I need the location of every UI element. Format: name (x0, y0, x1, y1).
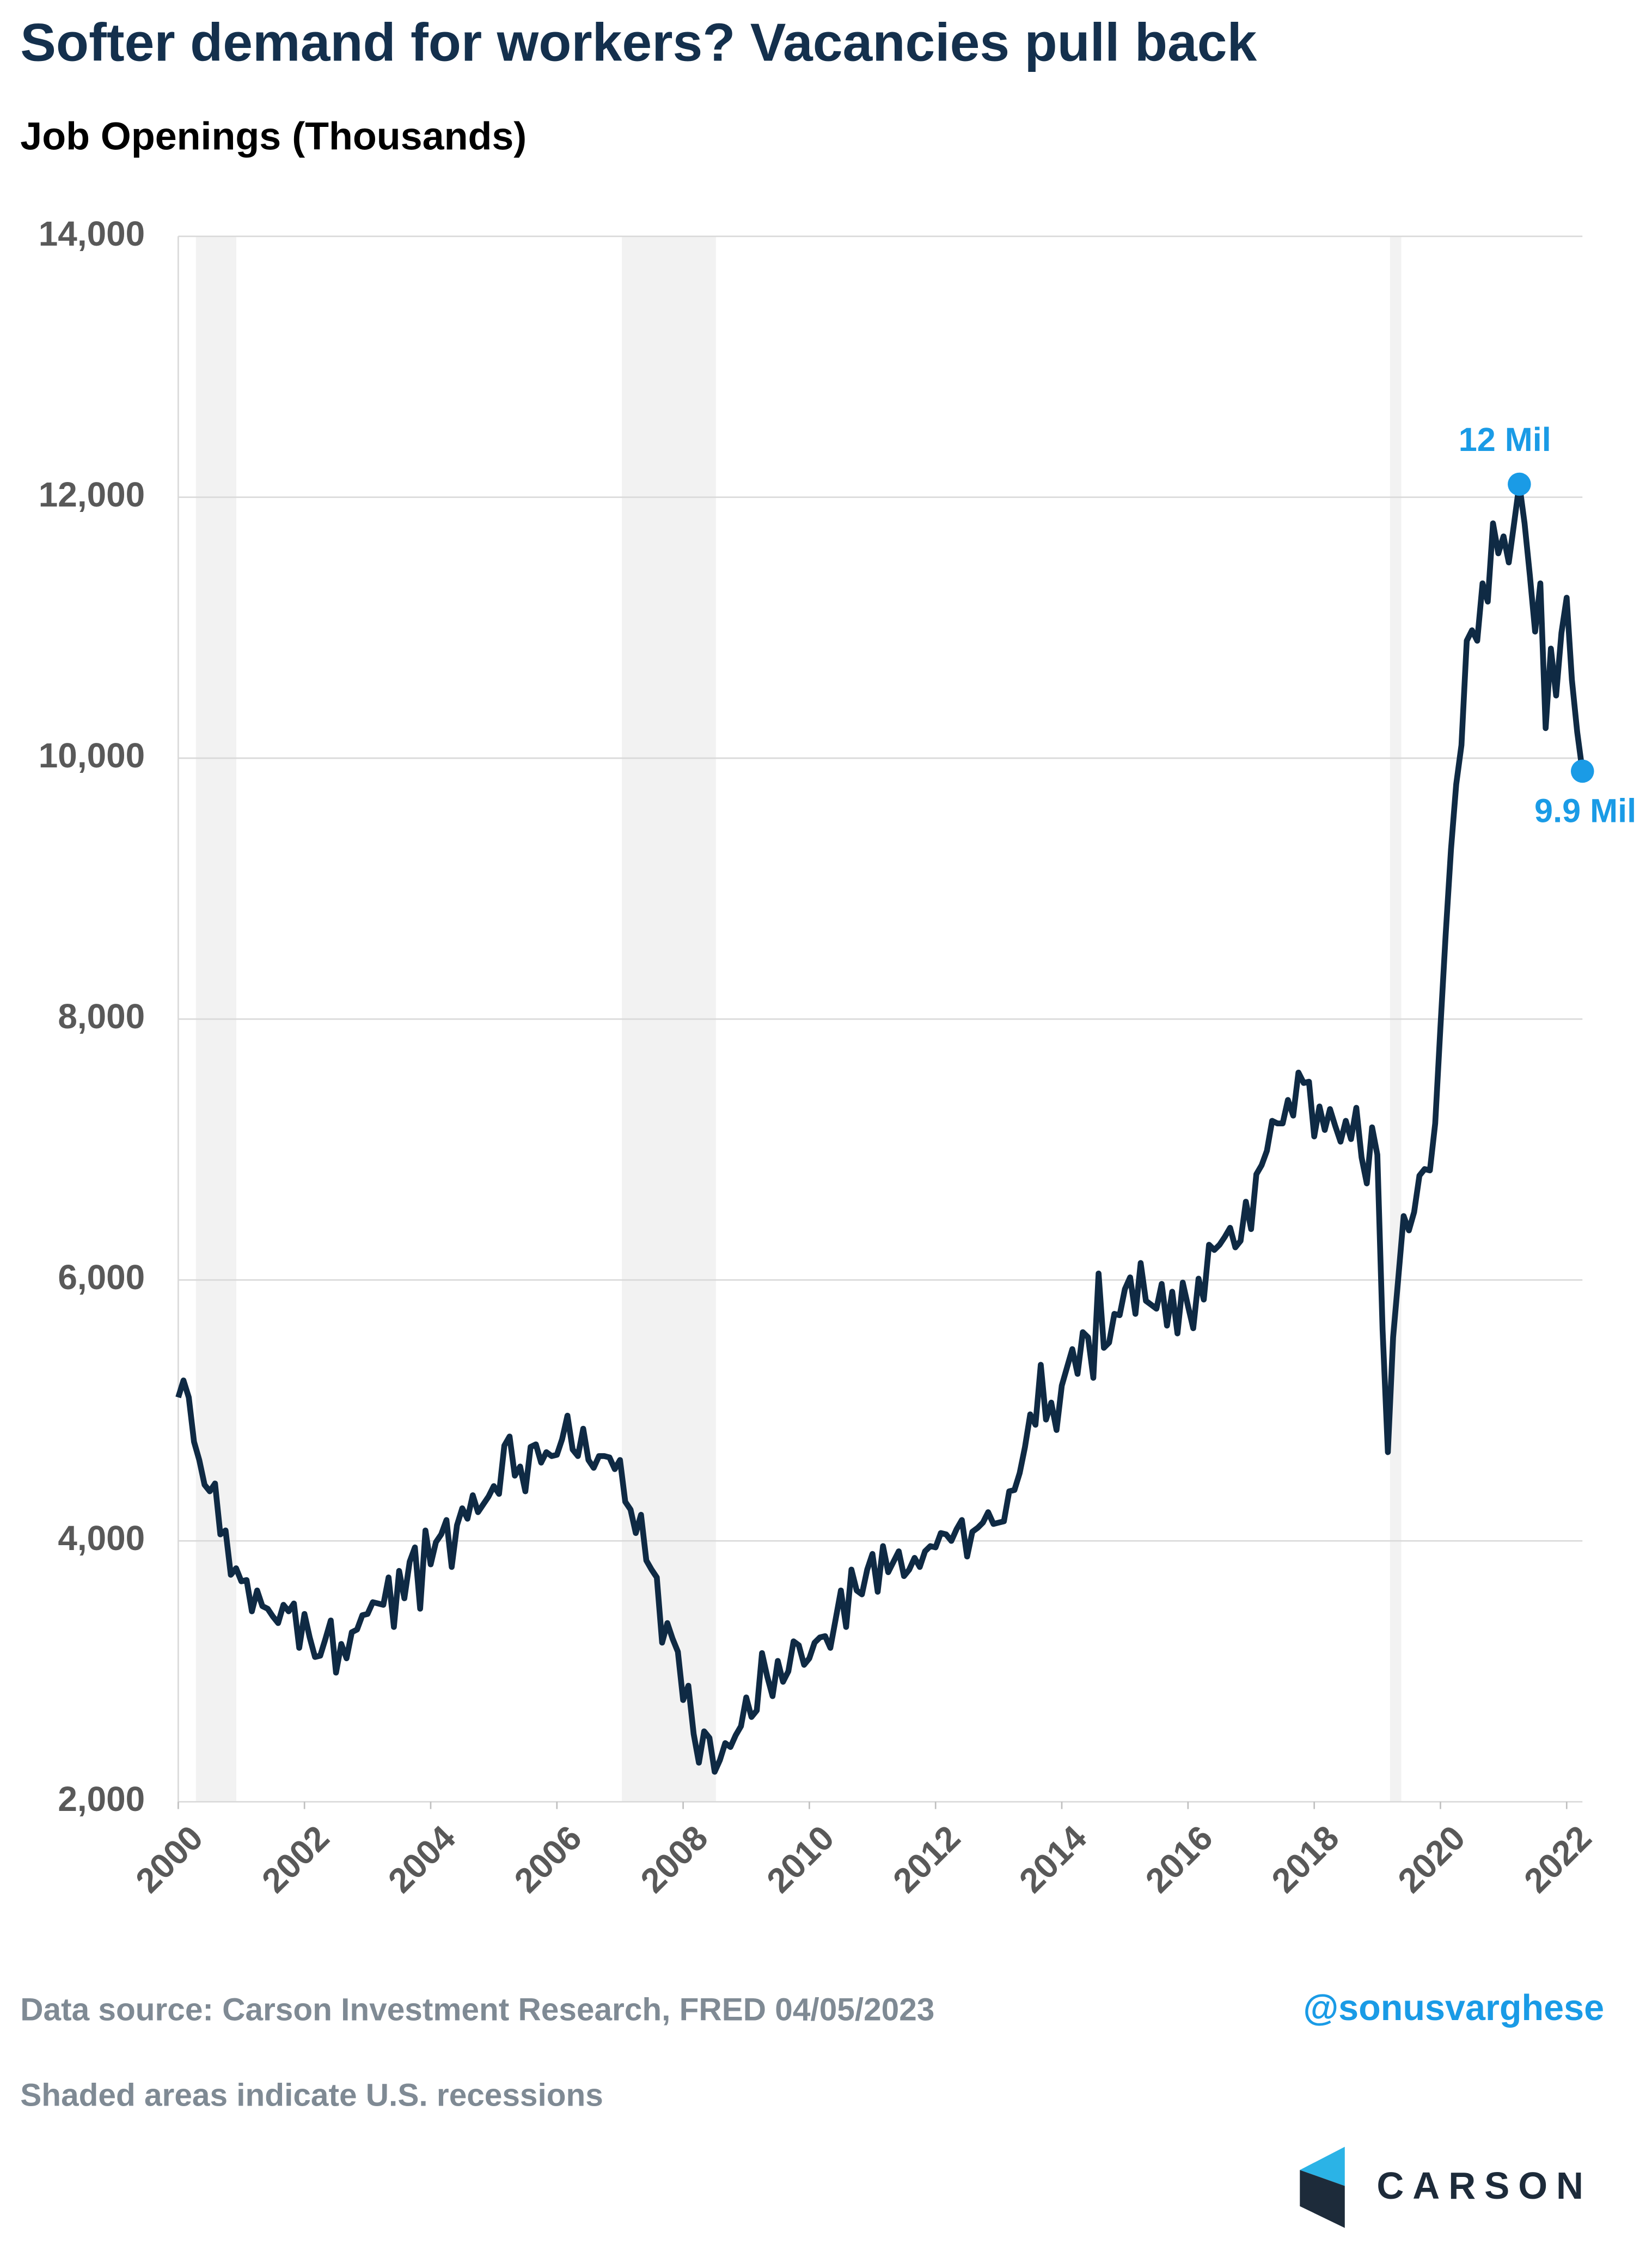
y-tick-label: 4,000 (58, 1518, 145, 1558)
x-tick-label: 2006 (507, 1818, 589, 1900)
x-tick-label: 2012 (885, 1818, 968, 1900)
y-tick-label: 6,000 (58, 1258, 145, 1297)
logo-text: CARSON (1376, 2164, 1592, 2207)
x-tick-label: 2000 (128, 1818, 210, 1900)
logo-shape (1300, 2170, 1345, 2228)
y-tick-label: 14,000 (39, 214, 145, 253)
y-tick-label: 8,000 (58, 997, 145, 1036)
logo-shape (1300, 2146, 1345, 2186)
data-line (175, 481, 1586, 1775)
x-tick-label: 2008 (633, 1818, 715, 1900)
plot-area: 2,000 4,000 6,000 8,000 10,000 12,000 14,000 20… (39, 214, 1636, 1900)
y-tick-label: 10,000 (39, 736, 145, 775)
annotation: 12 Mil (1459, 421, 1551, 458)
chart-subtitle: Job Openings (Thousands) (20, 115, 527, 158)
author-handle: @sonusvarghese (1303, 1988, 1604, 2028)
chart-title: Softer demand for workers? Vacancies pul… (20, 12, 1257, 72)
recession-note: Shaded areas indicate U.S. recessions (20, 2078, 603, 2113)
x-tick-label: 2018 (1264, 1818, 1346, 1900)
x-tick-label: 2016 (1138, 1818, 1220, 1900)
x-tick-label: 2020 (1390, 1818, 1472, 1900)
highlight-point (1508, 472, 1531, 496)
x-tick-label: 2002 (254, 1818, 336, 1900)
x-tick-label: 2014 (1012, 1817, 1094, 1900)
y-tick-label: 2,000 (58, 1779, 145, 1819)
annotation: 9.9 Mil (1534, 792, 1636, 829)
highlight-point (1570, 759, 1594, 783)
x-tick-label: 2022 (1516, 1818, 1599, 1900)
x-tick-label: 2010 (759, 1818, 841, 1900)
y-tick-label: 12,000 (39, 475, 145, 514)
x-tick-label: 2004 (381, 1817, 463, 1900)
source-note: Data source: Carson Investment Research,… (20, 1992, 934, 2028)
logo-icon (1300, 2146, 1345, 2228)
